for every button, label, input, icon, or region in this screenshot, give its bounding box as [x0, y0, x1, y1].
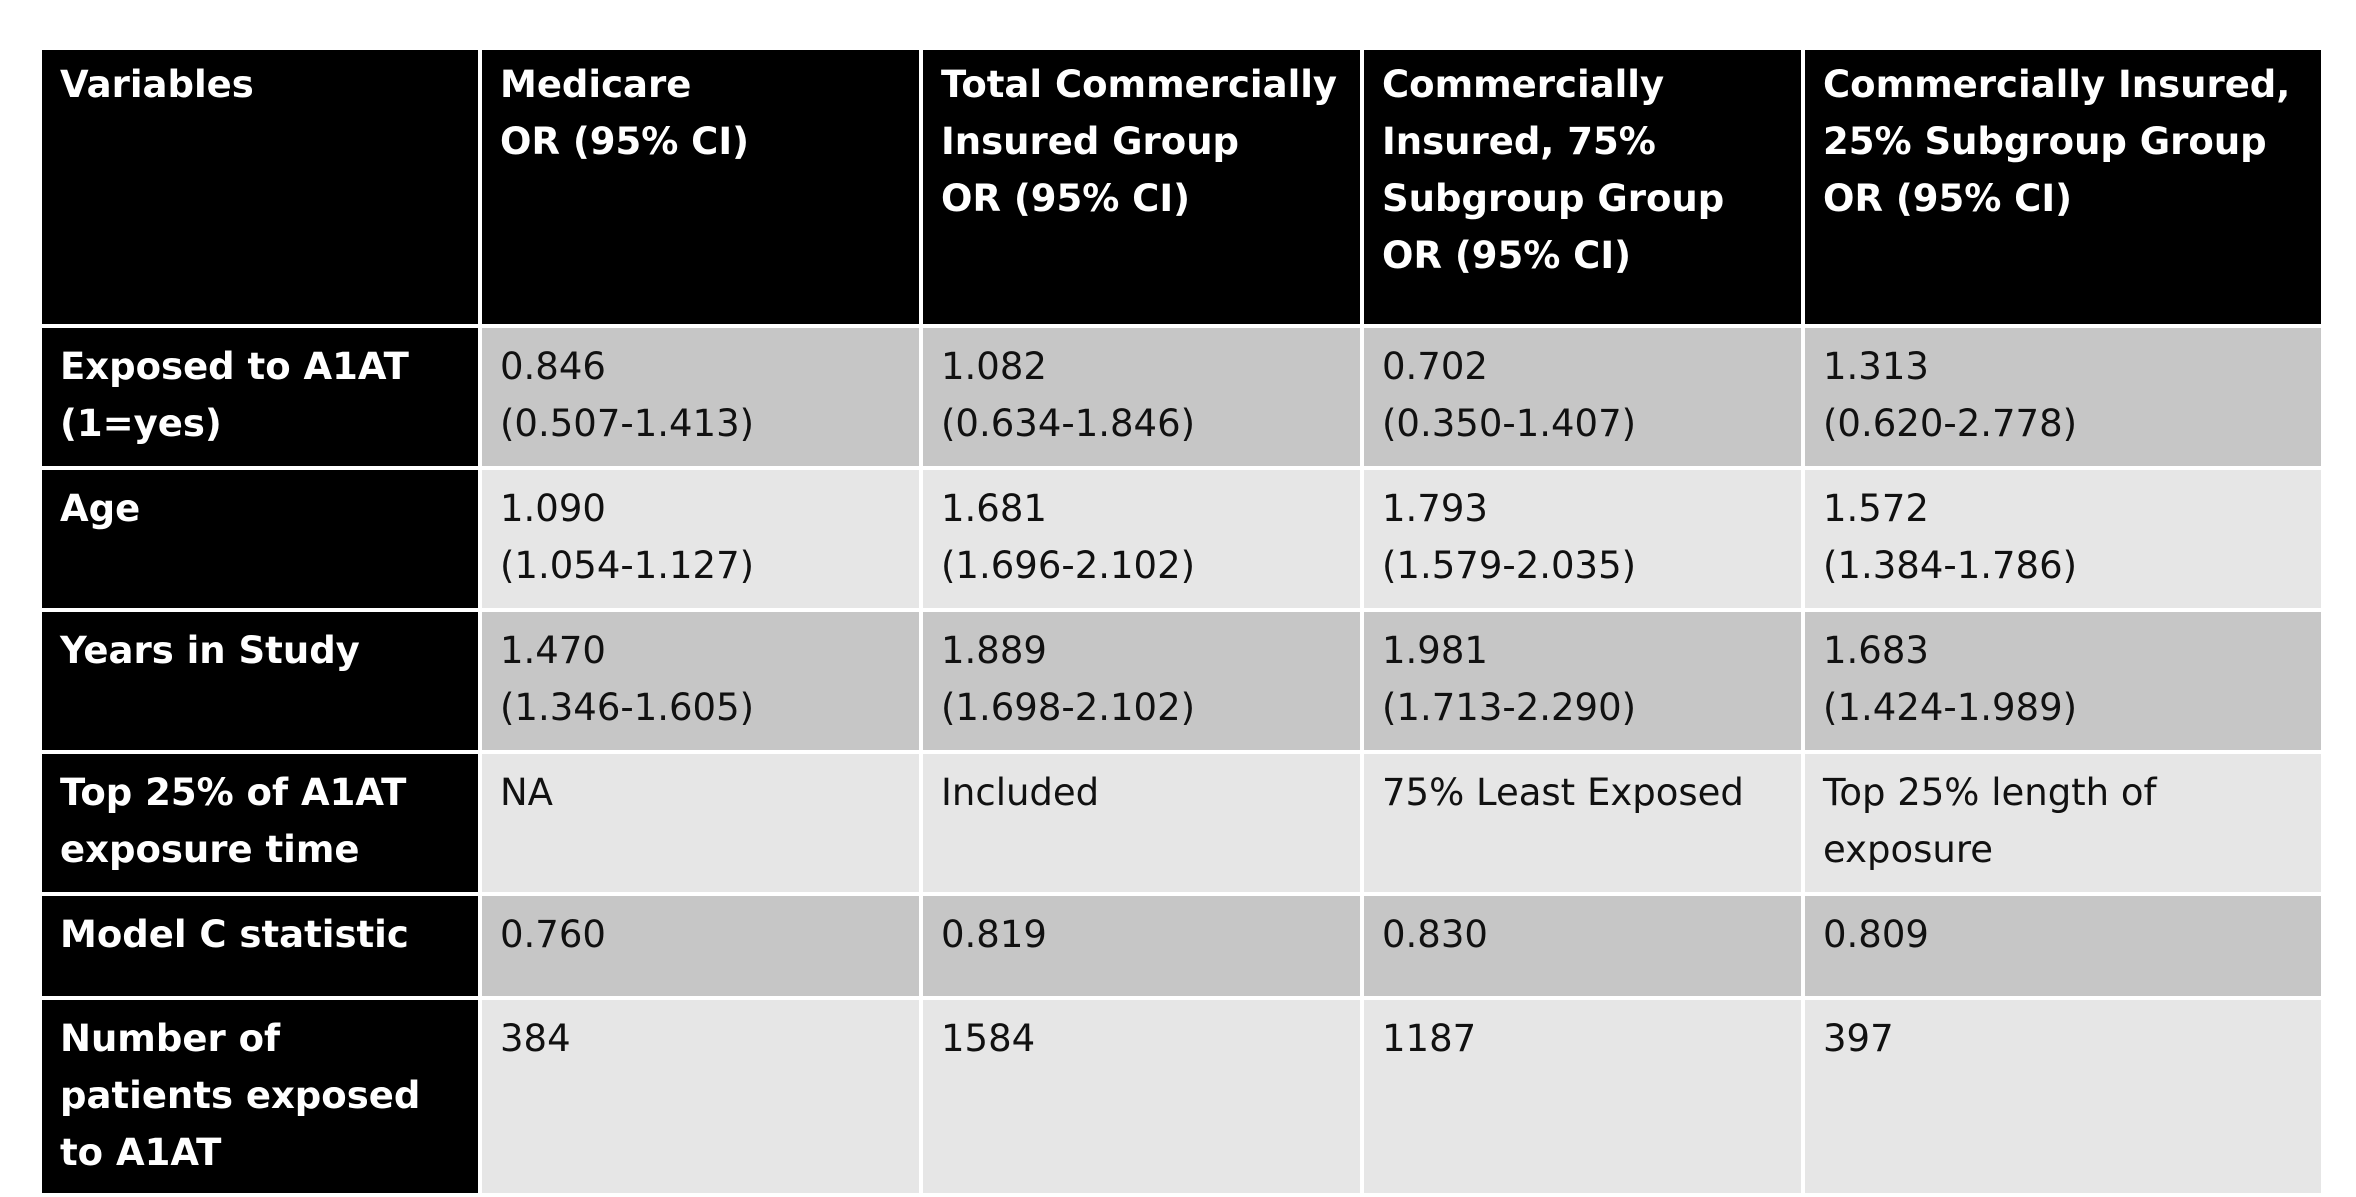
table-row: Exposed to A1AT (1=yes) 0.846 (0.507-1.4…	[38, 324, 2325, 470]
table-cell: 0.819	[919, 892, 1364, 1000]
results-table-container: Variables Medicare OR (95% CI) Total Com…	[38, 46, 2325, 1197]
table-cell: 1.470 (1.346-1.605)	[478, 608, 923, 754]
table-cell: 75% Least Exposed	[1360, 750, 1805, 896]
table-cell: 1.889 (1.698-2.102)	[919, 608, 1364, 754]
table-cell: Top 25% length of exposure	[1801, 750, 2325, 896]
table-row: Age 1.090 (1.054-1.127) 1.681 (1.696-2.1…	[38, 466, 2325, 612]
table-cell: 1.683 (1.424-1.989)	[1801, 608, 2325, 754]
row-label: Years in Study	[38, 608, 482, 754]
table-cell: 1.313 (0.620-2.778)	[1801, 324, 2325, 470]
table-header: Variables Medicare OR (95% CI) Total Com…	[38, 46, 2325, 328]
odds-ratio-table: Variables Medicare OR (95% CI) Total Com…	[38, 46, 2325, 1197]
table-cell: 0.809	[1801, 892, 2325, 1000]
table-cell: 384	[478, 996, 923, 1197]
table-cell: NA	[478, 750, 923, 896]
table-body: Exposed to A1AT (1=yes) 0.846 (0.507-1.4…	[38, 324, 2325, 1197]
table-cell: 1584	[919, 996, 1364, 1197]
header-medicare: Medicare OR (95% CI)	[478, 46, 923, 328]
table-cell: Included	[919, 750, 1364, 896]
table-cell: 397	[1801, 996, 2325, 1197]
table-row: Years in Study 1.470 (1.346-1.605) 1.889…	[38, 608, 2325, 754]
row-label: Exposed to A1AT (1=yes)	[38, 324, 482, 470]
row-label: Top 25% of A1AT exposure time	[38, 750, 482, 896]
row-label: Number of patients exposed to A1AT	[38, 996, 482, 1197]
table-row: Model C statistic 0.760 0.819 0.830 0.80…	[38, 892, 2325, 1000]
table-cell: 0.846 (0.507-1.413)	[478, 324, 923, 470]
table-cell: 1.681 (1.696-2.102)	[919, 466, 1364, 612]
table-cell: 1.793 (1.579-2.035)	[1360, 466, 1805, 612]
table-cell: 1187	[1360, 996, 1805, 1197]
table-cell: 1.572 (1.384-1.786)	[1801, 466, 2325, 612]
row-label: Age	[38, 466, 482, 612]
header-total-commercial: Total Commercially Insured Group OR (95%…	[919, 46, 1364, 328]
header-commercial-25: Commercially Insured, 25% Subgroup Group…	[1801, 46, 2325, 328]
table-row: Number of patients exposed to A1AT 384 1…	[38, 996, 2325, 1197]
table-cell: 1.090 (1.054-1.127)	[478, 466, 923, 612]
header-variables: Variables	[38, 46, 482, 328]
header-commercial-75: Commercially Insured, 75% Subgroup Group…	[1360, 46, 1805, 328]
table-cell: 1.981 (1.713-2.290)	[1360, 608, 1805, 754]
table-row: Top 25% of A1AT exposure time NA Include…	[38, 750, 2325, 896]
table-cell: 0.830	[1360, 892, 1805, 1000]
header-row: Variables Medicare OR (95% CI) Total Com…	[38, 46, 2325, 328]
row-label: Model C statistic	[38, 892, 482, 1000]
table-cell: 1.082 (0.634-1.846)	[919, 324, 1364, 470]
table-cell: 0.702 (0.350-1.407)	[1360, 324, 1805, 470]
table-cell: 0.760	[478, 892, 923, 1000]
